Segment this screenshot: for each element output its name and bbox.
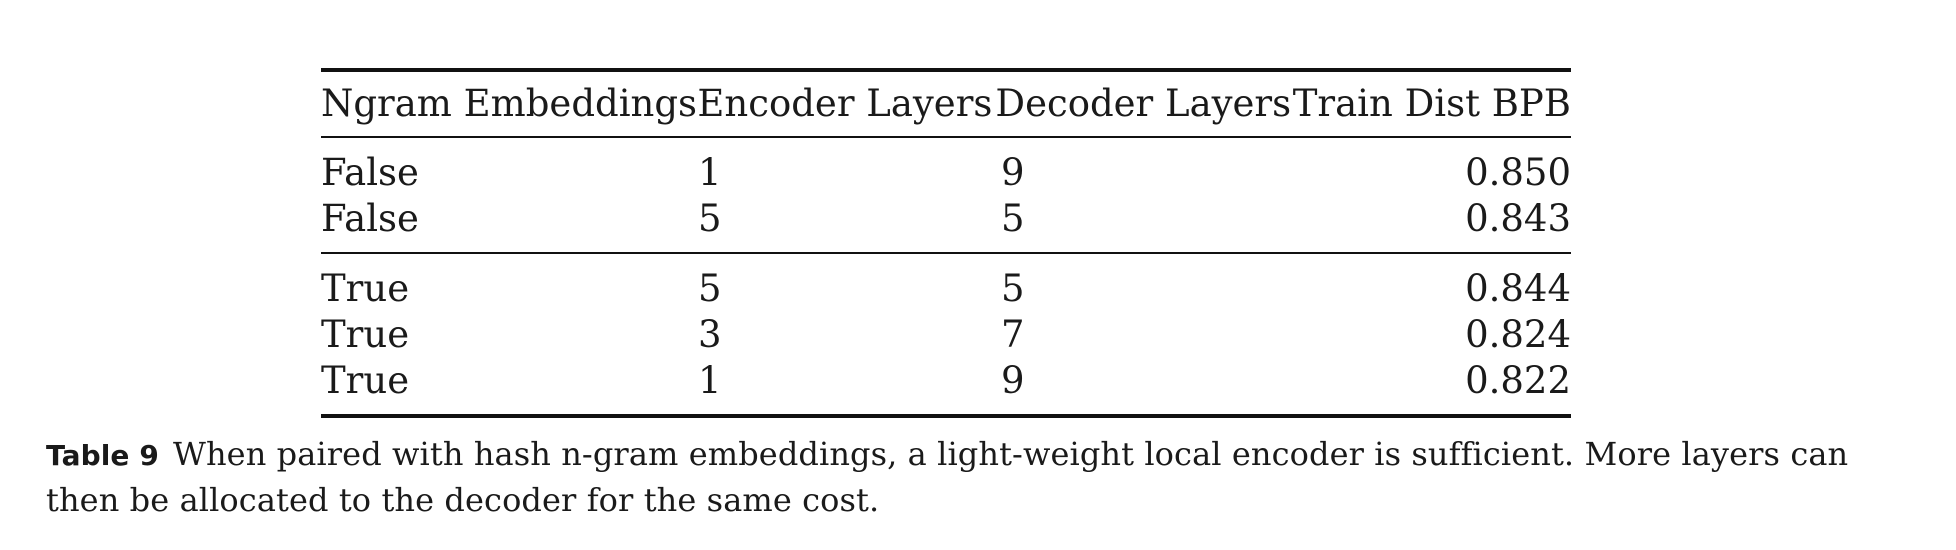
table-row: True 3 7 0.824 bbox=[321, 312, 1571, 358]
cell-decoder: 9 bbox=[1001, 151, 1025, 194]
cell-bpb: 0.843 bbox=[1465, 197, 1571, 240]
table-caption: Table 9 When paired with hash n-gram embe… bbox=[46, 432, 1906, 523]
results-table: Ngram Embeddings Encoder Layers Decoder … bbox=[321, 68, 1571, 418]
cell-encoder: 3 bbox=[698, 313, 722, 356]
cell-decoder: 9 bbox=[1001, 359, 1025, 402]
table-grid: Ngram Embeddings Encoder Layers Decoder … bbox=[321, 72, 1571, 136]
bottom-rule bbox=[321, 414, 1571, 418]
cell-encoder: 5 bbox=[698, 267, 722, 310]
header-train-dist-bpb: Train Dist BPB bbox=[1292, 82, 1571, 125]
mid-rule bbox=[321, 136, 1571, 138]
group-rule bbox=[321, 252, 1571, 254]
caption-label: Table 9 bbox=[46, 439, 159, 472]
cell-ngram: True bbox=[321, 359, 410, 402]
header-encoder-layers: Encoder Layers bbox=[697, 82, 993, 125]
table-row: True 1 9 0.822 bbox=[321, 358, 1571, 404]
table-row: False 1 9 0.850 bbox=[321, 150, 1571, 196]
cell-ngram: True bbox=[321, 313, 410, 356]
cell-bpb: 0.822 bbox=[1465, 359, 1571, 402]
caption-text: When paired with hash n-gram embeddings,… bbox=[46, 435, 1849, 519]
table-group-1: False 1 9 0.850 False 5 5 0.843 bbox=[321, 138, 1571, 252]
cell-ngram: True bbox=[321, 267, 410, 310]
cell-encoder: 1 bbox=[698, 359, 722, 402]
table-row: True 5 5 0.844 bbox=[321, 266, 1571, 312]
header-ngram-embeddings: Ngram Embeddings bbox=[321, 82, 698, 125]
table-header: Ngram Embeddings Encoder Layers Decoder … bbox=[321, 72, 1571, 136]
top-rule bbox=[321, 68, 1571, 72]
cell-ngram: False bbox=[321, 197, 419, 240]
cell-bpb: 0.844 bbox=[1465, 267, 1571, 310]
header-row: Ngram Embeddings Encoder Layers Decoder … bbox=[321, 72, 1571, 136]
cell-encoder: 5 bbox=[698, 197, 722, 240]
cell-encoder: 1 bbox=[698, 151, 722, 194]
cell-decoder: 7 bbox=[1001, 313, 1025, 356]
cell-decoder: 5 bbox=[1001, 267, 1025, 310]
cell-decoder: 5 bbox=[1001, 197, 1025, 240]
table-group-2: True 5 5 0.844 True 3 7 0.824 True 1 9 0… bbox=[321, 254, 1571, 414]
cell-bpb: 0.824 bbox=[1465, 313, 1571, 356]
cell-ngram: False bbox=[321, 151, 419, 194]
table-row: False 5 5 0.843 bbox=[321, 196, 1571, 242]
cell-bpb: 0.850 bbox=[1465, 151, 1571, 194]
header-decoder-layers: Decoder Layers bbox=[995, 82, 1292, 125]
